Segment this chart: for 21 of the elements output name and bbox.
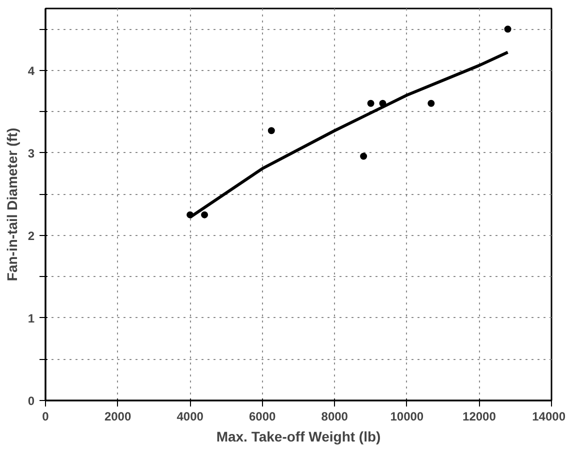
point	[360, 152, 368, 160]
y-tick-label: 1	[28, 311, 35, 326]
x-tick-label: 0	[42, 410, 50, 424]
y-tick-label: 3	[28, 146, 35, 160]
point	[201, 211, 208, 218]
point	[428, 100, 435, 107]
x-tick-label: 2000	[104, 410, 132, 424]
y-tick-label: 4	[28, 64, 35, 78]
point	[367, 100, 374, 107]
y-tick-label: 2	[28, 228, 35, 243]
x-axis-title: Max. Take-off Weight (lb)	[216, 428, 381, 444]
x-tick-label: 10000	[390, 410, 424, 424]
x-tick-label: 12000	[462, 410, 496, 424]
x-tick-label: 6000	[249, 410, 276, 424]
point	[268, 127, 275, 134]
point	[504, 26, 512, 33]
y-axis-title: Fan-in-tail Diameter (ft)	[4, 128, 20, 282]
x-tick-label: 8000	[321, 410, 348, 424]
x-tick-label: 4000	[176, 410, 204, 424]
y-tick-label: 0	[28, 394, 35, 408]
x-tick-label: 14000	[532, 410, 566, 424]
